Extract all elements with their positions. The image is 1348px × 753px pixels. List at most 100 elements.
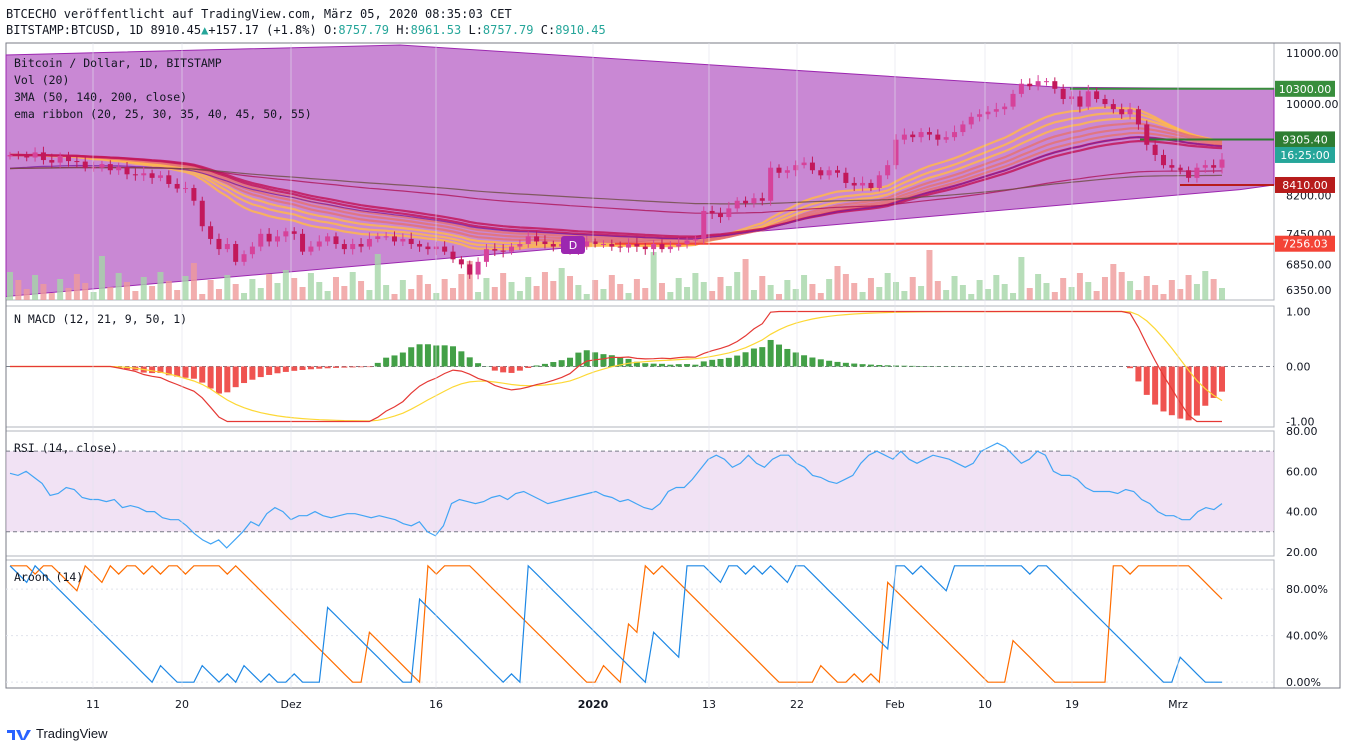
candle-body[interactable] bbox=[375, 236, 381, 239]
candle-body[interactable] bbox=[1069, 96, 1075, 99]
candle-body[interactable] bbox=[99, 164, 105, 168]
candle-body[interactable] bbox=[743, 200, 749, 204]
candle-body[interactable] bbox=[191, 188, 197, 201]
candle-body[interactable] bbox=[49, 160, 55, 163]
candle-body[interactable] bbox=[1010, 93, 1016, 107]
price-axis[interactable]: 11000.0010000.008200.007450.006850.00635… bbox=[1275, 47, 1339, 689]
candle-body[interactable] bbox=[107, 164, 113, 171]
candle-body[interactable] bbox=[166, 175, 172, 184]
candle-body[interactable] bbox=[1060, 88, 1066, 99]
candle-body[interactable] bbox=[91, 167, 97, 169]
candle-body[interactable] bbox=[717, 213, 723, 218]
candle-body[interactable] bbox=[224, 244, 230, 250]
macd-pane[interactable] bbox=[6, 310, 1274, 423]
candle-body[interactable] bbox=[692, 238, 698, 241]
candle-body[interactable] bbox=[968, 116, 974, 125]
candle-body[interactable] bbox=[701, 210, 707, 239]
candle-body[interactable] bbox=[642, 246, 648, 250]
candle-body[interactable] bbox=[793, 165, 799, 171]
candle-body[interactable] bbox=[316, 241, 322, 247]
candle-body[interactable] bbox=[141, 173, 147, 176]
candle-body[interactable] bbox=[659, 244, 665, 250]
candle-body[interactable] bbox=[258, 233, 264, 247]
candle-body[interactable] bbox=[383, 236, 389, 238]
candle-body[interactable] bbox=[826, 170, 832, 176]
candle-body[interactable] bbox=[1135, 109, 1141, 125]
candle-body[interactable] bbox=[709, 210, 715, 214]
candle-body[interactable] bbox=[977, 114, 983, 117]
candle-body[interactable] bbox=[199, 200, 205, 227]
candle-body[interactable] bbox=[1027, 83, 1033, 87]
candle-body[interactable] bbox=[592, 241, 598, 245]
candle-body[interactable] bbox=[684, 240, 690, 245]
candle-body[interactable] bbox=[149, 173, 155, 178]
price-tag[interactable] bbox=[1275, 80, 1335, 97]
candle-body[interactable] bbox=[1002, 106, 1008, 110]
candle-body[interactable] bbox=[667, 246, 673, 250]
candle-body[interactable] bbox=[483, 249, 489, 262]
candle-body[interactable] bbox=[1177, 167, 1183, 171]
candle-body[interactable] bbox=[784, 170, 790, 173]
candle-body[interactable] bbox=[325, 236, 331, 242]
candle-body[interactable] bbox=[818, 170, 824, 176]
candle-body[interactable] bbox=[1186, 170, 1192, 178]
candle-body[interactable] bbox=[525, 236, 531, 245]
candle-body[interactable] bbox=[274, 236, 280, 242]
candle-body[interactable] bbox=[333, 236, 339, 245]
candle-body[interactable] bbox=[600, 244, 606, 246]
candle-body[interactable] bbox=[1094, 91, 1100, 99]
candle-body[interactable] bbox=[776, 167, 782, 173]
candle-body[interactable] bbox=[157, 175, 163, 178]
candle-body[interactable] bbox=[542, 241, 548, 245]
candle-body[interactable] bbox=[509, 246, 515, 252]
candle-body[interactable] bbox=[1043, 81, 1049, 83]
candle-body[interactable] bbox=[350, 244, 356, 250]
candle-body[interactable] bbox=[208, 226, 214, 239]
candle-body[interactable] bbox=[183, 188, 189, 190]
candle-body[interactable] bbox=[751, 198, 757, 204]
candle-body[interactable] bbox=[910, 134, 916, 138]
candle-body[interactable] bbox=[475, 261, 481, 275]
rsi-pane[interactable] bbox=[6, 442, 1274, 549]
candle-body[interactable] bbox=[1169, 165, 1175, 168]
candle-body[interactable] bbox=[1211, 165, 1217, 168]
candle-body[interactable] bbox=[960, 124, 966, 133]
candle-body[interactable] bbox=[358, 244, 364, 247]
candle-body[interactable] bbox=[1144, 124, 1150, 145]
candle-body[interactable] bbox=[40, 152, 46, 161]
candle-body[interactable] bbox=[7, 154, 13, 157]
candle-body[interactable] bbox=[1085, 91, 1091, 107]
candle-body[interactable] bbox=[442, 246, 448, 252]
candle-body[interactable] bbox=[943, 137, 949, 140]
candle-body[interactable] bbox=[400, 238, 406, 242]
price-tag[interactable] bbox=[1275, 235, 1335, 252]
tradingview-footer[interactable]: TradingView bbox=[6, 726, 108, 741]
candle-body[interactable] bbox=[993, 109, 999, 112]
price-pane[interactable] bbox=[5, 44, 1275, 300]
candle-body[interactable] bbox=[266, 233, 272, 242]
candle-body[interactable] bbox=[634, 244, 640, 247]
candle-body[interactable] bbox=[534, 236, 540, 242]
candle-body[interactable] bbox=[233, 244, 239, 262]
time-axis[interactable]: 11 20 Dez 16 2020 13 22 Feb 10 19 Mrz bbox=[86, 43, 1188, 711]
candle-body[interactable] bbox=[617, 246, 623, 248]
candle-body[interactable] bbox=[1160, 154, 1166, 166]
candle-body[interactable] bbox=[926, 132, 932, 135]
candle-body[interactable] bbox=[517, 244, 523, 247]
candle-body[interactable] bbox=[1219, 159, 1225, 168]
candle-body[interactable] bbox=[835, 170, 841, 173]
candle-body[interactable] bbox=[308, 246, 314, 252]
candle-body[interactable] bbox=[216, 238, 222, 250]
candle-body[interactable] bbox=[901, 134, 907, 140]
candle-body[interactable] bbox=[851, 182, 857, 186]
candle-body[interactable] bbox=[550, 244, 556, 247]
candle-body[interactable] bbox=[249, 246, 255, 255]
candle-body[interactable] bbox=[1119, 109, 1125, 115]
candle-body[interactable] bbox=[300, 233, 306, 252]
candle-body[interactable] bbox=[651, 244, 657, 250]
candle-body[interactable] bbox=[241, 254, 247, 262]
candle-body[interactable] bbox=[759, 198, 765, 201]
candle-body[interactable] bbox=[450, 251, 456, 260]
price-tag[interactable] bbox=[1275, 131, 1335, 148]
candle-body[interactable] bbox=[82, 161, 88, 169]
